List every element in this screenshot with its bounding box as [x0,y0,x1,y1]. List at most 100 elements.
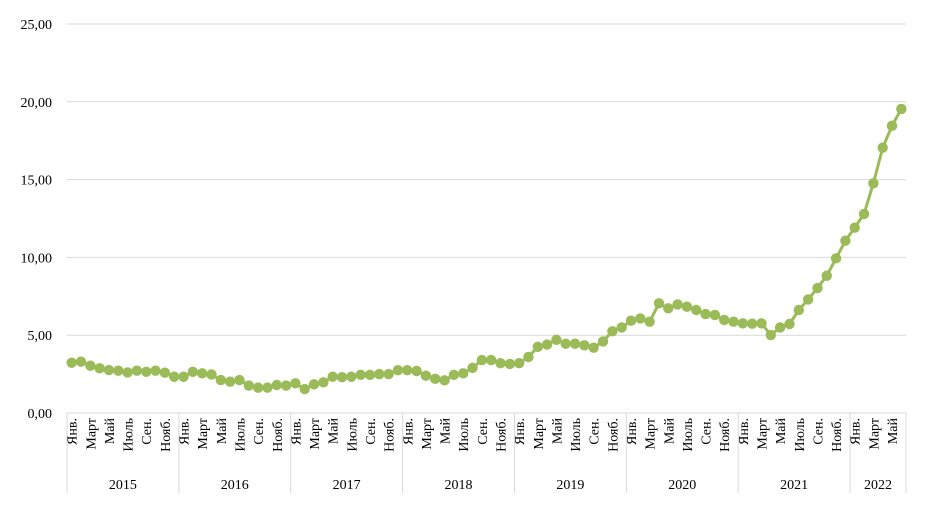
month-tick-label: Март [84,418,99,450]
month-tick-label: Сен. [811,418,826,445]
month-tick-label: Май [774,417,789,444]
data-point [318,377,329,388]
month-tick-label: Май [439,417,454,444]
data-point [196,368,208,379]
data-point [187,366,199,377]
data-point [737,318,749,329]
data-point [551,334,562,346]
month-tick-label: Июль [457,418,472,452]
month-tick-label: Янв. [289,418,304,445]
data-point [597,336,609,347]
year-label: 2020 [668,478,696,493]
month-tick-label: Янв. [849,418,864,445]
data-point [346,371,357,382]
data-point [290,378,301,389]
data-point [402,365,413,376]
data-point [513,358,525,369]
data-point [672,299,683,310]
data-point [635,313,646,324]
data-point [858,208,870,220]
month-tick-label: Нояб. [606,418,621,452]
month-tick-label: Март [644,418,659,450]
data-point [719,314,730,326]
data-point [569,338,581,349]
data-point [504,358,516,370]
data-point [169,371,180,382]
data-point [262,382,273,393]
data-point [457,368,469,379]
month-tick-label: Март [196,418,211,450]
month-tick-label: Сен. [588,418,603,445]
month-tick-label: Янв. [66,418,81,445]
month-tick-label: Янв. [401,418,416,445]
data-point [141,366,152,377]
month-tick-label: Нояб. [830,418,845,452]
data-point [877,142,888,153]
year-label: 2022 [864,478,892,493]
data-point [774,322,786,333]
data-point [663,303,674,314]
data-point [784,318,795,330]
month-tick-label: Янв. [178,418,193,445]
data-point [299,383,310,395]
data-point [66,357,77,368]
month-tick-label: Март [867,418,882,450]
data-point [327,371,338,382]
data-point [849,222,860,233]
data-point [691,304,702,316]
data-point [224,376,236,387]
data-point [131,365,143,376]
y-tick-label: 5,00 [28,329,53,344]
month-tick-label: Май [550,417,565,444]
month-tick-label: Янв. [625,418,640,445]
y-tick-label: 15,00 [21,174,53,189]
data-point [644,316,655,327]
month-tick-label: Май [662,417,677,444]
data-point [355,369,366,381]
data-point [560,338,571,349]
month-tick-label: Июль [793,418,808,452]
data-point [746,318,758,329]
month-tick-label: Сен. [140,418,155,445]
month-tick-label: Июль [122,418,137,452]
month-tick-label: Май [327,417,342,444]
data-point [756,318,767,329]
data-point [653,298,665,309]
y-tick-label: 10,00 [21,251,53,266]
month-tick-label: Сен. [476,418,491,445]
data-point [532,341,543,353]
data-point [439,375,450,386]
data-point [681,301,693,312]
data-point [206,369,217,380]
month-tick-label: Июль [233,418,248,452]
data-point [467,362,478,374]
y-tick-label: 20,00 [21,96,53,111]
year-label: 2018 [445,478,473,493]
data-point [374,368,385,380]
month-tick-label: Март [308,418,323,450]
data-point [765,329,777,341]
y-tick-label: 25,00 [21,18,53,33]
data-point [103,364,115,376]
month-tick-label: Июль [569,418,584,452]
data-point [588,342,599,353]
data-point [178,371,189,382]
data-point [616,322,627,333]
data-point [234,374,245,386]
month-tick-label: Март [420,418,435,450]
data-point [336,372,348,383]
month-tick-label: Июль [345,418,360,452]
data-point [383,368,394,380]
month-tick-label: Сен. [700,418,715,445]
year-label: 2015 [109,478,137,493]
series-line [71,108,903,391]
data-point [840,235,851,246]
data-point [243,380,254,391]
data-point [159,367,171,378]
month-tick-label: Май [103,417,118,444]
data-point [607,326,618,337]
data-point [812,282,823,294]
year-label: 2017 [333,478,361,493]
data-point [271,379,282,391]
